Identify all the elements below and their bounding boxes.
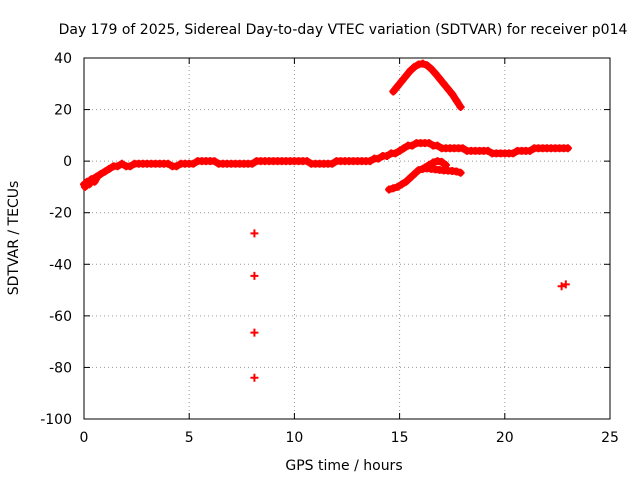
x-tick-label: 5	[185, 430, 194, 446]
x-tick-label: 25	[601, 430, 619, 446]
data-point	[250, 271, 259, 280]
y-tick-label: -40	[49, 257, 72, 273]
x-tick-label: 20	[496, 430, 514, 446]
ticks: 0 5 10 15 20 25 -100 -80 -60 -40 -20 0 20 40	[40, 51, 619, 446]
data-point	[250, 229, 259, 238]
data-point	[557, 282, 566, 291]
y-axis-label: SDTVAR / TECUs	[6, 181, 22, 296]
data-point	[456, 102, 465, 111]
grid	[84, 58, 610, 419]
x-tick-label: 10	[285, 430, 303, 446]
data-point	[563, 144, 572, 153]
y-tick-label: 40	[54, 51, 72, 67]
y-tick-label: 20	[54, 103, 72, 119]
x-tick-label: 15	[391, 430, 409, 446]
data-point	[441, 161, 450, 170]
x-axis-label: GPS time / hours	[285, 458, 402, 474]
plot-frame	[83, 57, 611, 420]
data-point	[250, 373, 259, 382]
y-tick-label: -100	[40, 412, 72, 428]
data-point	[93, 172, 102, 181]
y-tick-label: -80	[49, 360, 72, 376]
y-tick-label: -60	[49, 309, 72, 325]
x-tick-label: 0	[80, 430, 89, 446]
y-tick-label: -20	[49, 206, 72, 222]
data-points	[80, 59, 572, 382]
data-point	[456, 168, 465, 177]
chart-title: Day 179 of 2025, Sidereal Day-to-day VTE…	[59, 22, 628, 38]
data-point	[561, 280, 570, 289]
data-point	[250, 328, 259, 337]
y-tick-label: 0	[63, 154, 72, 170]
